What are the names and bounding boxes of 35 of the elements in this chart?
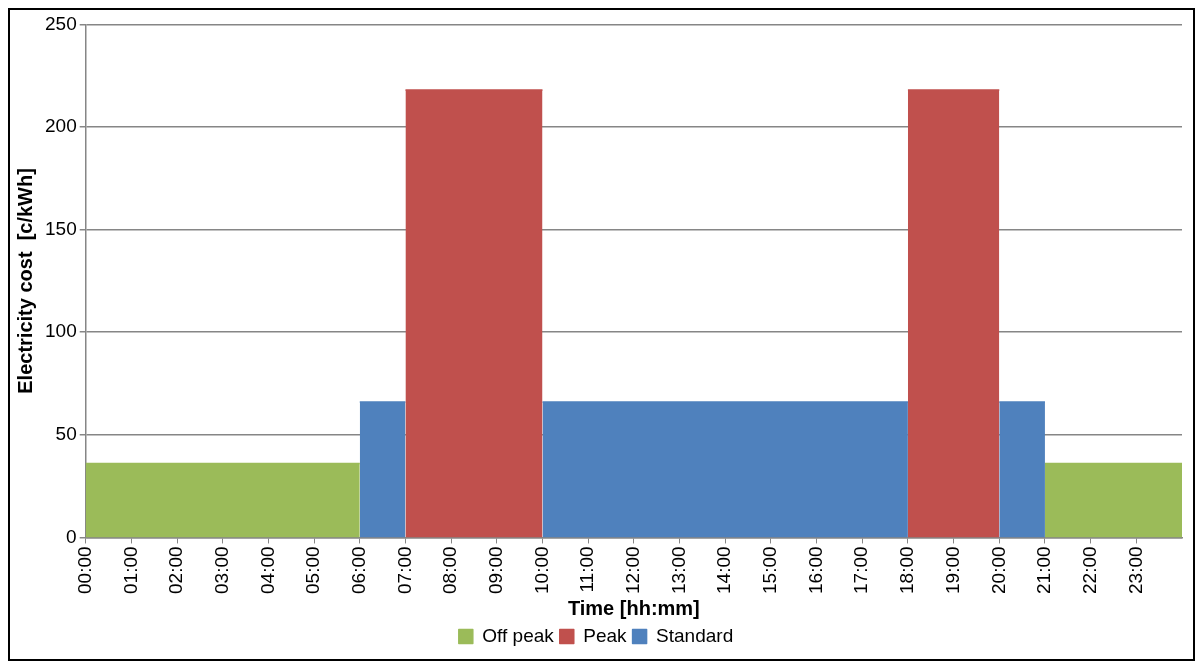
x-tick-label: 08:00 (439, 546, 461, 594)
y-tick-label: 0 (66, 525, 77, 547)
x-tick-label: 07:00 (393, 546, 415, 594)
legend-label: Peak (583, 624, 628, 646)
x-tick-label: 02:00 (165, 546, 187, 594)
y-tick-label: 100 (45, 320, 77, 342)
y-tick-label: 150 (45, 217, 77, 239)
legend-label: Off peak (482, 624, 555, 646)
y-axis-title: Electricity cost [c/kWh] (13, 168, 36, 394)
x-tick-label: 01:00 (119, 546, 141, 594)
x-tick-label: 17:00 (850, 546, 872, 594)
x-axis-title: Time [hh:mm] (567, 596, 700, 619)
x-tick-label: 03:00 (210, 546, 232, 594)
x-tick-label: 15:00 (759, 546, 781, 594)
x-tick-label: 23:00 (1124, 546, 1146, 594)
x-tick-label: 18:00 (896, 546, 918, 594)
x-tick-label: 16:00 (804, 546, 826, 594)
y-tick-label: 200 (45, 115, 77, 137)
x-tick-label: 13:00 (667, 546, 689, 594)
x-tick-label: 10:00 (530, 546, 552, 594)
x-tick-label: 11:00 (576, 546, 598, 593)
x-tick-label: 14:00 (713, 546, 735, 594)
legend-label: Standard (656, 624, 734, 646)
x-tick-label: 12:00 (622, 546, 644, 594)
x-tick-label: 04:00 (256, 546, 278, 594)
x-tick-label: 00:00 (73, 546, 95, 594)
x-tick-label: 22:00 (1078, 546, 1100, 594)
x-tick-label: 19:00 (941, 546, 963, 594)
x-tick-label: 06:00 (348, 546, 370, 594)
y-tick-label: 250 (45, 12, 77, 34)
y-tick-label: 50 (55, 423, 77, 445)
x-tick-label: 05:00 (302, 546, 324, 594)
x-tick-label: 21:00 (1033, 546, 1055, 594)
x-tick-label: 09:00 (485, 546, 507, 594)
x-tick-label: 20:00 (987, 546, 1009, 594)
